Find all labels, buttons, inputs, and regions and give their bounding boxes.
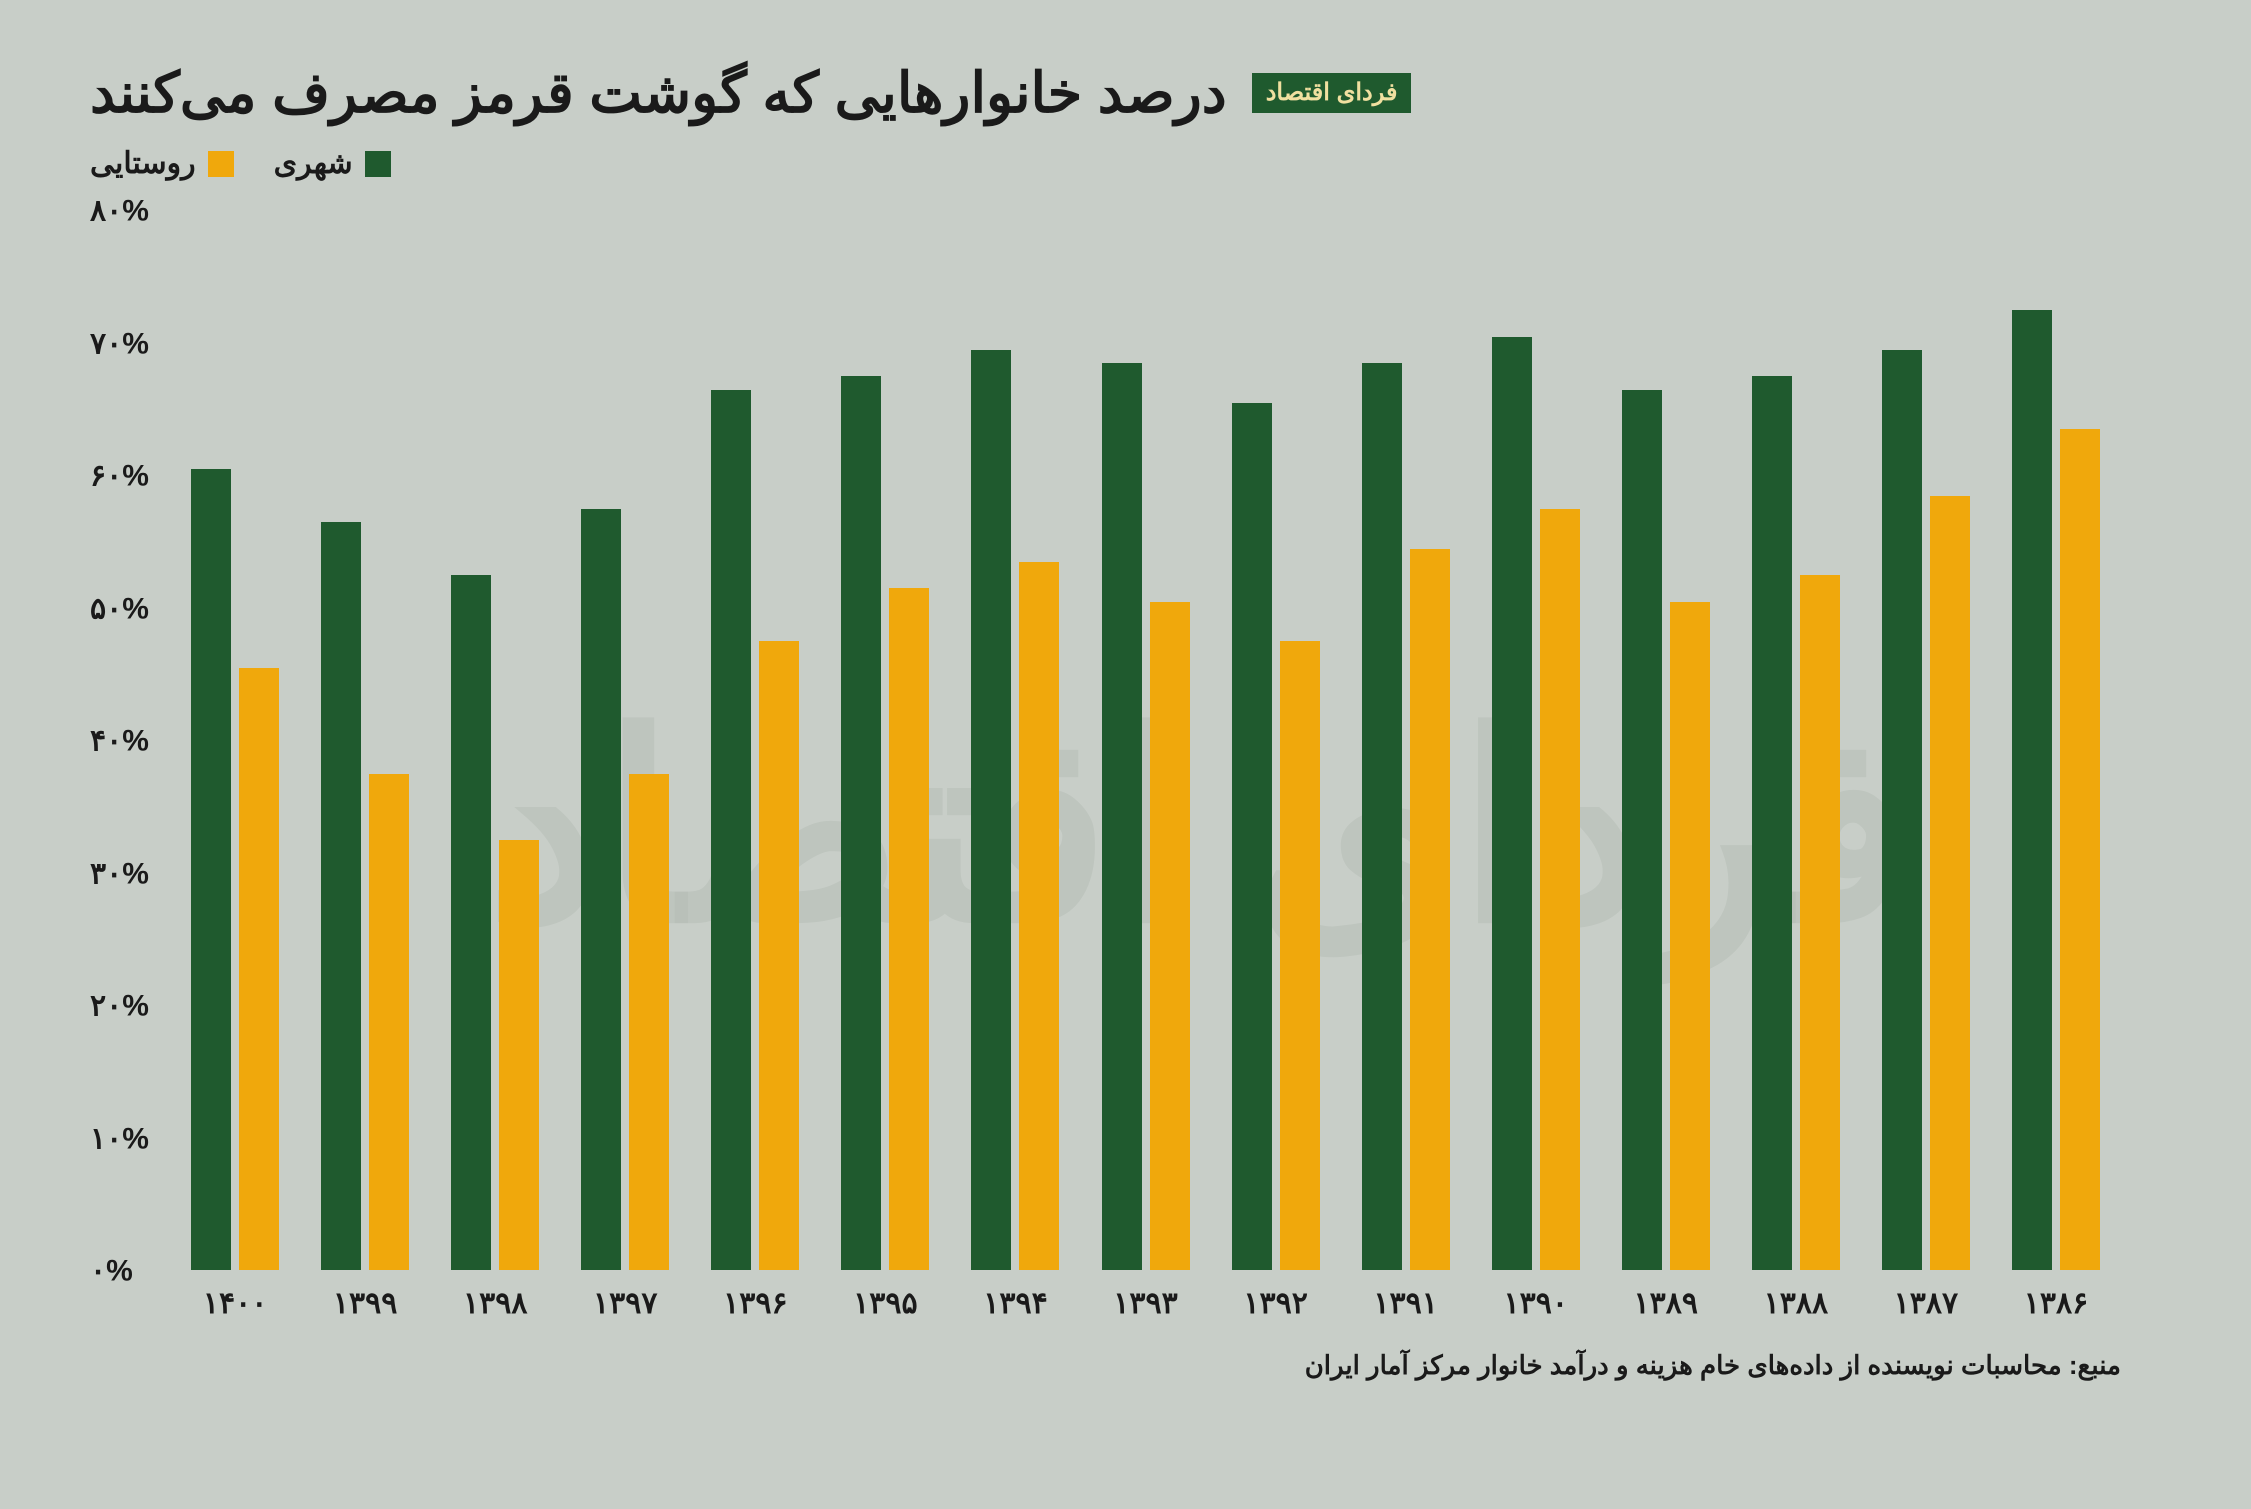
legend-swatch-rural xyxy=(208,151,234,177)
bar-rural xyxy=(1019,562,1059,1270)
bar-urban xyxy=(191,469,231,1270)
bar-rural xyxy=(1410,549,1450,1270)
x-label: ۱۴۰۰ xyxy=(170,1286,300,1321)
title-row: فردای اقتصاد درصد خانوارهایی که گوشت قرم… xyxy=(90,60,2161,126)
source-text: منبع: محاسبات نویسنده از داده‌های خام هز… xyxy=(1305,1350,2121,1381)
y-tick: ۸۰% xyxy=(90,194,150,229)
y-tick: ۲۰% xyxy=(90,989,150,1024)
bar-urban xyxy=(971,350,1011,1270)
bar-rural xyxy=(1540,509,1580,1270)
x-label: ۱۳۸۹ xyxy=(1601,1286,1731,1321)
bar-rural xyxy=(1800,575,1840,1270)
x-label: ۱۳۸۸ xyxy=(1731,1286,1861,1321)
x-axis: ۱۳۸۶۱۳۸۷۱۳۸۸۱۳۸۹۱۳۹۰۱۳۹۱۱۳۹۲۱۳۹۳۱۳۹۴۱۳۹۵… xyxy=(170,1286,2121,1321)
bar-urban xyxy=(321,522,361,1270)
y-tick: ۳۰% xyxy=(90,856,150,891)
year-group xyxy=(170,211,300,1270)
year-group xyxy=(430,211,560,1270)
x-label: ۱۳۹۷ xyxy=(560,1286,690,1321)
x-label: ۱۳۹۹ xyxy=(300,1286,430,1321)
year-group xyxy=(1211,211,1341,1270)
bar-urban xyxy=(1492,337,1532,1270)
y-tick: ۰% xyxy=(90,1254,150,1289)
x-label: ۱۳۹۴ xyxy=(950,1286,1080,1321)
year-group xyxy=(300,211,430,1270)
bar-urban xyxy=(581,509,621,1270)
bar-rural xyxy=(1150,602,1190,1270)
y-tick: ۵۰% xyxy=(90,591,150,626)
bar-rural xyxy=(1280,641,1320,1270)
legend-label-urban: شهری xyxy=(274,146,353,181)
year-group xyxy=(1861,211,1991,1270)
bar-urban xyxy=(1232,403,1272,1270)
x-label: ۱۳۸۷ xyxy=(1861,1286,1991,1321)
year-group xyxy=(1081,211,1211,1270)
bar-urban xyxy=(1362,363,1402,1270)
bars-region xyxy=(170,211,2121,1271)
bar-urban xyxy=(451,575,491,1270)
brand-badge: فردای اقتصاد xyxy=(1252,73,1412,113)
bar-rural xyxy=(369,774,409,1270)
year-group xyxy=(950,211,1080,1270)
bar-rural xyxy=(1930,496,1970,1270)
y-tick: ۶۰% xyxy=(90,459,150,494)
y-tick: ۴۰% xyxy=(90,724,150,759)
chart-container: فردای اقتصاد فردای اقتصاد درصد خانوارهای… xyxy=(0,0,2251,1509)
bar-rural xyxy=(2060,429,2100,1270)
legend-item-urban: شهری xyxy=(274,146,391,181)
chart-title: درصد خانوارهایی که گوشت قرمز مصرف می‌کنن… xyxy=(90,60,1227,126)
year-group xyxy=(1991,211,2121,1270)
y-axis: ۰%۱۰%۲۰%۳۰%۴۰%۵۰%۶۰%۷۰%۸۰% xyxy=(90,211,150,1271)
bar-rural xyxy=(499,840,539,1270)
year-group xyxy=(1341,211,1471,1270)
x-label: ۱۳۹۶ xyxy=(690,1286,820,1321)
x-label: ۱۳۹۳ xyxy=(1081,1286,1211,1321)
year-group xyxy=(1731,211,1861,1270)
x-label: ۱۳۹۲ xyxy=(1211,1286,1341,1321)
year-group xyxy=(1601,211,1731,1270)
year-group xyxy=(690,211,820,1270)
x-label: ۱۳۹۸ xyxy=(430,1286,560,1321)
bar-rural xyxy=(239,668,279,1270)
bar-urban xyxy=(1622,390,1662,1270)
year-group xyxy=(820,211,950,1270)
legend-swatch-urban xyxy=(365,151,391,177)
x-label: ۱۳۸۶ xyxy=(1991,1286,2121,1321)
x-label: ۱۳۹۵ xyxy=(820,1286,950,1321)
year-group xyxy=(560,211,690,1270)
bar-urban xyxy=(1882,350,1922,1270)
bar-urban xyxy=(2012,310,2052,1270)
year-group xyxy=(1471,211,1601,1270)
x-label: ۱۳۹۰ xyxy=(1471,1286,1601,1321)
y-tick: ۱۰% xyxy=(90,1121,150,1156)
bar-rural xyxy=(889,588,929,1270)
bar-rural xyxy=(1670,602,1710,1270)
bar-rural xyxy=(759,641,799,1270)
legend-label-rural: روستایی xyxy=(90,146,196,181)
bar-urban xyxy=(711,390,751,1270)
bar-urban xyxy=(1102,363,1142,1270)
bar-urban xyxy=(1752,376,1792,1270)
bar-rural xyxy=(629,774,669,1270)
x-label: ۱۳۹۱ xyxy=(1341,1286,1471,1321)
legend: شهری روستایی xyxy=(90,146,2161,181)
bar-urban xyxy=(841,376,881,1270)
y-tick: ۷۰% xyxy=(90,326,150,361)
legend-item-rural: روستایی xyxy=(90,146,234,181)
plot-area: ۰%۱۰%۲۰%۳۰%۴۰%۵۰%۶۰%۷۰%۸۰% ۱۳۸۶۱۳۸۷۱۳۸۸۱… xyxy=(150,211,2121,1271)
